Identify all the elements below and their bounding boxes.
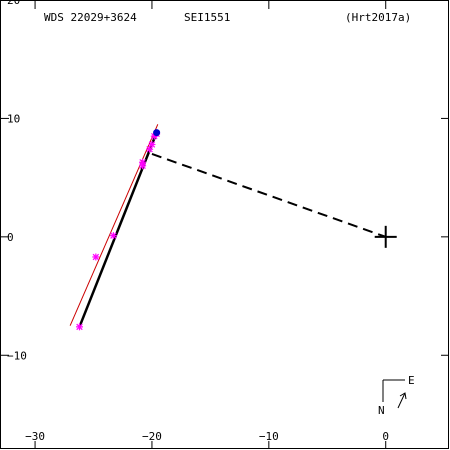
x-tick-label: −20 xyxy=(142,430,162,443)
header-reference: (Hrt2017a) xyxy=(345,11,411,24)
compass-north-label: N xyxy=(378,404,385,417)
y-tick-label: −10 xyxy=(7,349,27,362)
connector-dashed-line xyxy=(151,153,387,238)
measure-point xyxy=(75,323,83,331)
motion-arrow-icon xyxy=(397,392,406,409)
x-tick-label: −10 xyxy=(259,430,279,443)
y-tick-label: 20 xyxy=(7,0,20,7)
compass: E N xyxy=(378,374,415,417)
fit-line xyxy=(69,124,159,326)
axis-tick-labels: −30 −20 −10 0 −10 0 10 20 xyxy=(7,0,389,443)
primary-star-cross xyxy=(374,225,397,248)
x-tick-label: −30 xyxy=(25,430,45,443)
measure-point xyxy=(139,158,147,166)
compass-east-label: E xyxy=(408,374,415,387)
measure-point xyxy=(109,232,117,240)
header-discoverer-code: SEI1551 xyxy=(184,11,230,24)
header-wds-designation: WDS 22029+3624 xyxy=(44,11,137,24)
measure-point xyxy=(92,253,100,261)
x-tick-label: 0 xyxy=(382,430,389,443)
y-tick-label: 0 xyxy=(7,231,14,244)
last-point-marker xyxy=(153,129,161,137)
arrow-head-icon xyxy=(399,392,407,400)
y-tick-label: 10 xyxy=(7,112,20,125)
measure-point xyxy=(148,140,156,148)
